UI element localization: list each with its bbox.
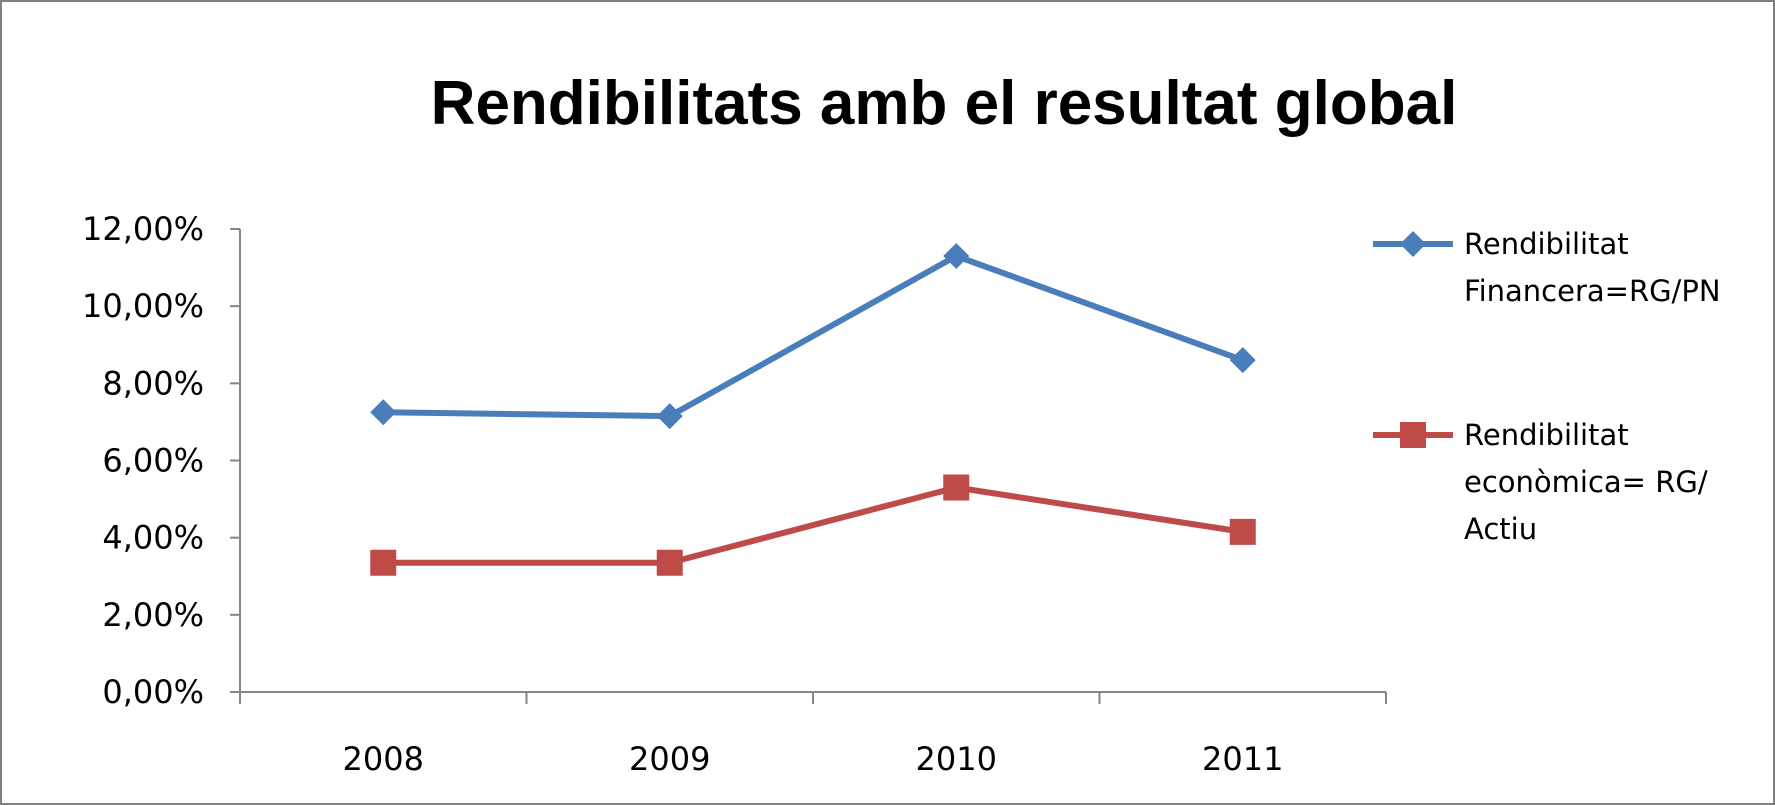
y-tick-label: 12,00%: [82, 210, 204, 248]
data-point-series-2: [370, 549, 397, 576]
data-point-series-1: [370, 399, 397, 426]
y-tick-label: 10,00%: [82, 287, 204, 325]
y-tick-label: 6,00%: [102, 442, 204, 480]
legend-label-2: Rendibilitat: [1464, 418, 1629, 452]
data-point-series-1: [1229, 347, 1256, 374]
data-point-series-2: [1229, 518, 1256, 545]
y-tick-label: 8,00%: [102, 364, 204, 402]
legend-marker-2: [1400, 422, 1426, 448]
data-point-series-1: [943, 243, 970, 270]
series-line-2: [383, 484, 1244, 566]
data-point-series-1: [656, 403, 683, 430]
legend-label-2: Actiu: [1464, 512, 1537, 546]
y-tick-label: 2,00%: [102, 596, 204, 634]
data-point-series-2: [943, 474, 970, 501]
x-tick-label: 2009: [629, 740, 710, 778]
y-tick-label: 0,00%: [102, 673, 204, 711]
x-tick-label: 2010: [916, 740, 997, 778]
data-point-series-2: [656, 549, 683, 576]
legend-marker-1: [1400, 231, 1426, 257]
legend-label-1: Rendibilitat: [1464, 227, 1629, 261]
series-layer: [370, 243, 1256, 576]
legend-label-2: econòmica= RG/: [1464, 465, 1708, 499]
axes: 0,00% 2,00% 4,00% 6,00% 8,00% 10,00% 12,00% 200…: [82, 210, 1387, 778]
x-tick-label: 2011: [1202, 740, 1283, 778]
legend: Rendibilitat Financera=RG/PN Rendibilitat e…: [1373, 227, 1721, 546]
chart-title: Rendibilitats amb el resultat global: [431, 69, 1458, 138]
series-line-1: [383, 253, 1244, 420]
legend-label-1: Financera=RG/PN: [1464, 274, 1721, 308]
y-tick-label: 4,00%: [102, 519, 204, 557]
x-tick-label: 2008: [343, 740, 424, 778]
